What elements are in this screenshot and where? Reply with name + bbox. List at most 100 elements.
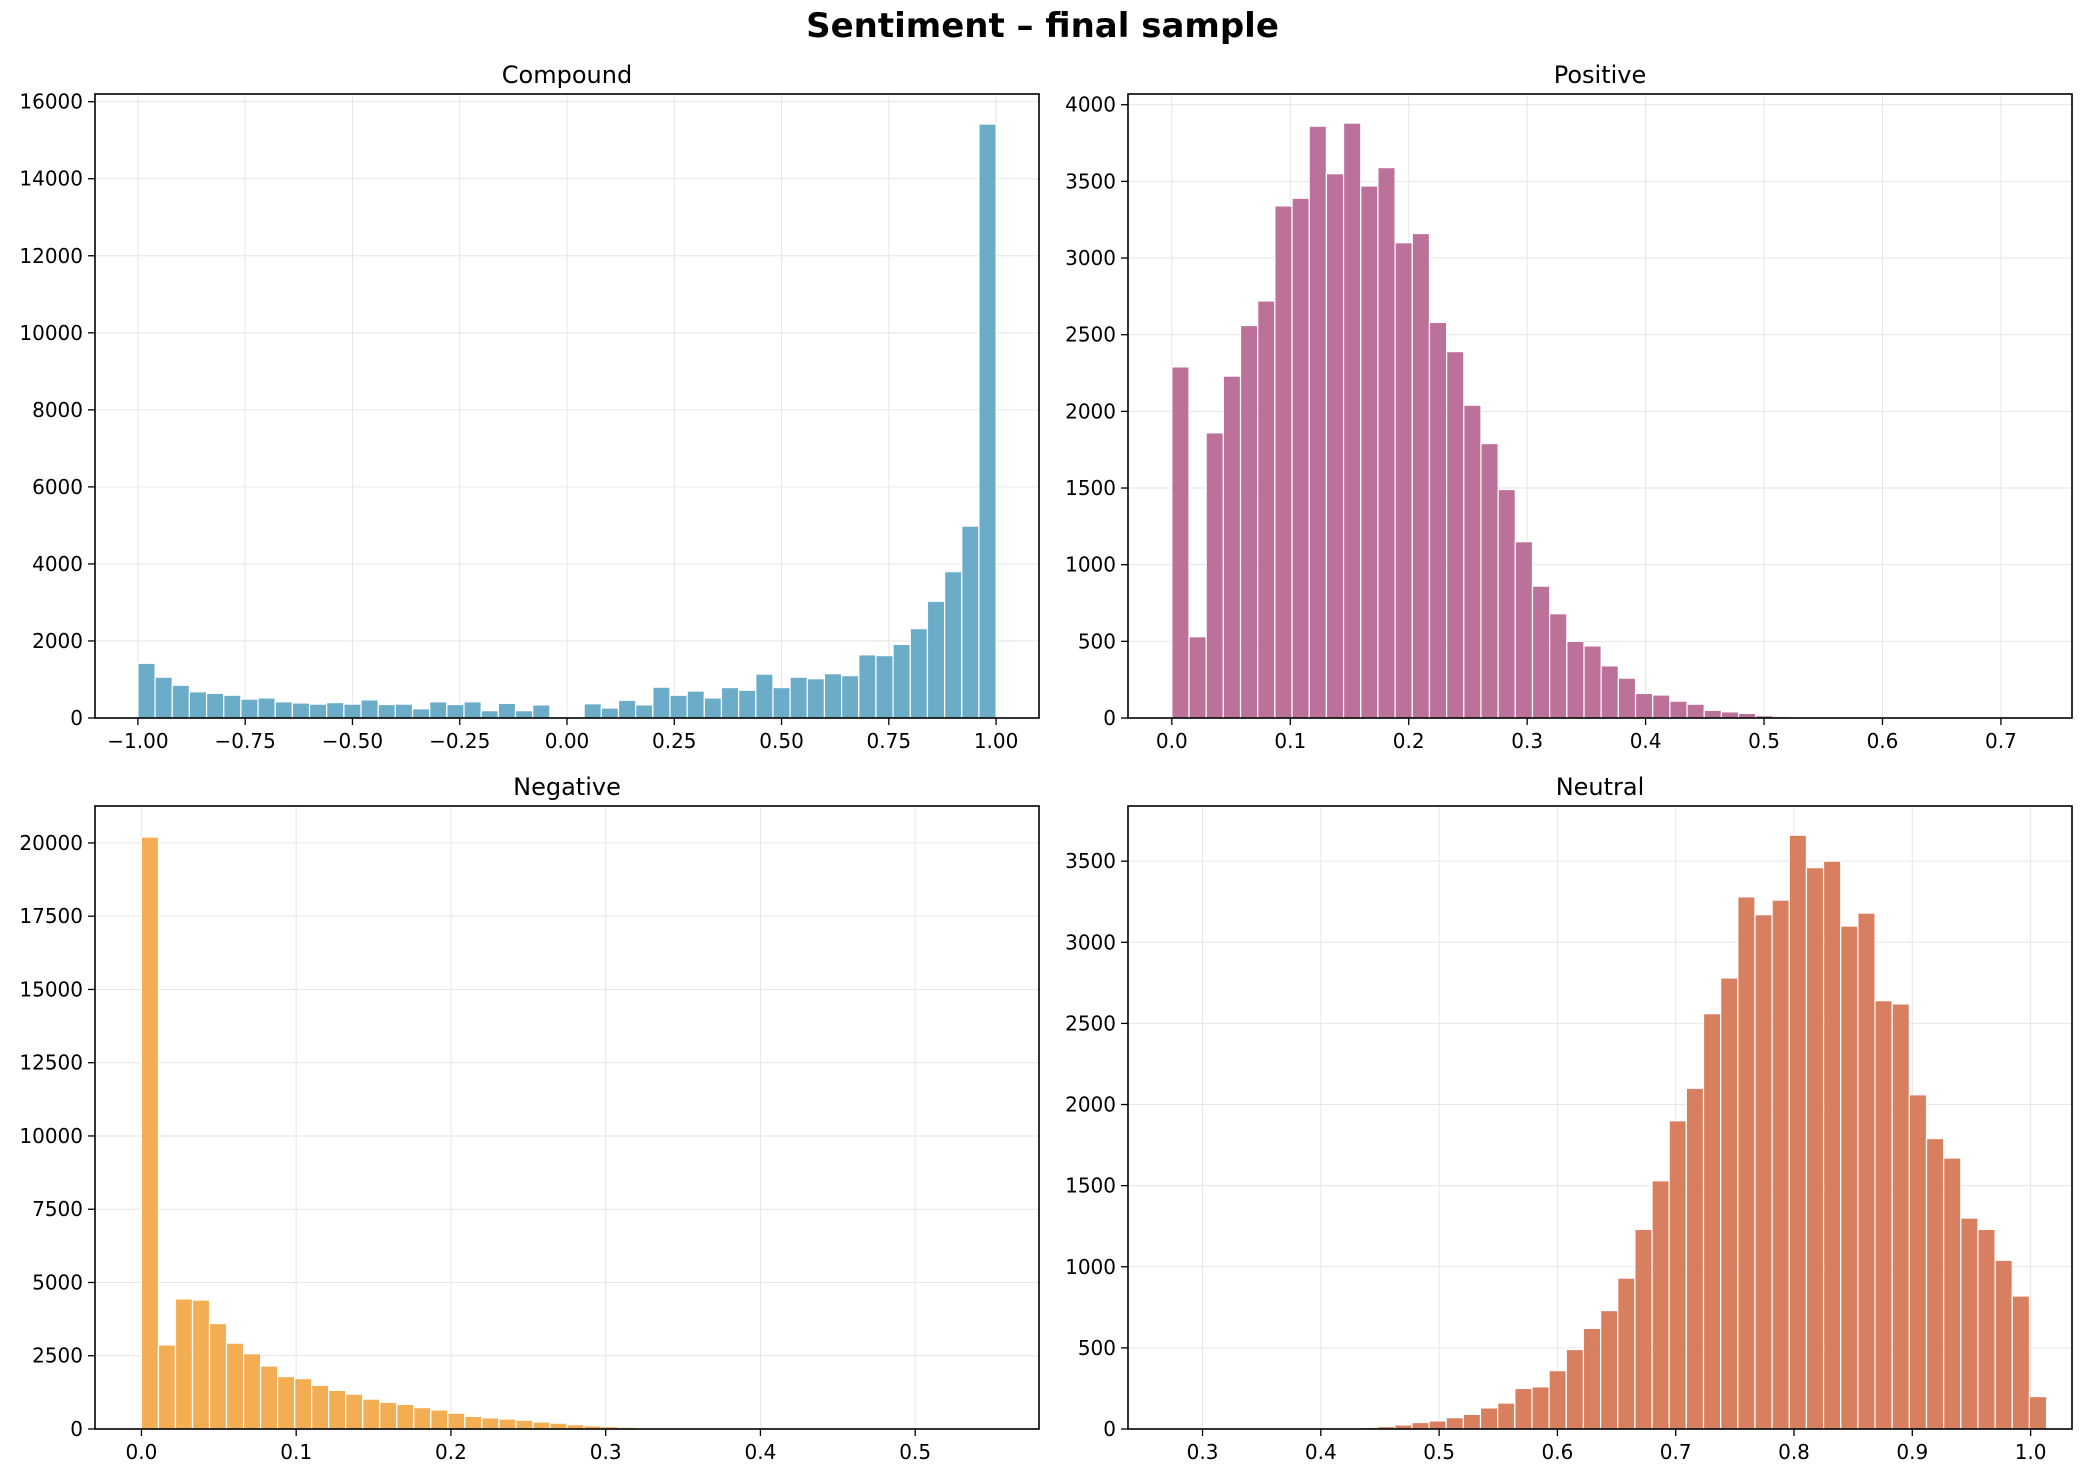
y-tick-label: 17500 bbox=[19, 904, 83, 928]
histogram-bar bbox=[1788, 834, 1808, 1430]
y-tick-label: 6000 bbox=[32, 475, 83, 499]
y-tick-label: 500 bbox=[1078, 1336, 1116, 1360]
histogram-bar bbox=[772, 686, 791, 719]
histogram-bar bbox=[1188, 636, 1207, 719]
y-tick-label: 4000 bbox=[32, 552, 83, 576]
histogram-bar bbox=[171, 684, 190, 719]
histogram-bar bbox=[1754, 914, 1773, 1430]
histogram-bar bbox=[892, 643, 911, 719]
histogram-bar bbox=[1925, 1137, 1945, 1430]
x-tick-label: 0.3 bbox=[1187, 1440, 1219, 1464]
histogram-bar bbox=[738, 689, 757, 719]
histogram-bar bbox=[514, 710, 534, 719]
panel-negative: 0.0 0.1 0.2 0.3 0.4 0.5 0 2500 5000 7500 10000 1250… bbox=[19, 773, 1040, 1464]
histogram-bar bbox=[242, 1353, 262, 1430]
histogram-bar bbox=[377, 703, 396, 719]
histogram-bar bbox=[1617, 677, 1637, 719]
histogram-bar bbox=[463, 701, 482, 719]
figure-title: Sentiment – final sample bbox=[806, 6, 1279, 46]
x-tick-label: 0.1 bbox=[280, 1440, 312, 1464]
histogram-bar bbox=[652, 686, 671, 719]
axes-frame bbox=[1127, 93, 2073, 719]
y-tick-label: 500 bbox=[1078, 629, 1116, 653]
y-tick-label: 3000 bbox=[1065, 246, 1116, 270]
histogram-bar bbox=[257, 697, 276, 719]
histogram-bar bbox=[1308, 125, 1327, 719]
histogram-bar bbox=[1205, 432, 1224, 719]
histogram-bar bbox=[446, 703, 465, 719]
y-tick-label: 1500 bbox=[1065, 476, 1116, 500]
histogram-bar bbox=[1531, 585, 1551, 719]
histogram-bar bbox=[1703, 709, 1723, 719]
y-tick-label: 0 bbox=[70, 1417, 83, 1441]
panel-compound: −1.00 −0.75 −0.50 −0.25 0.00 0.25 0.50 0.75 1.00… bbox=[19, 61, 1040, 753]
x-tick-label: −0.75 bbox=[215, 729, 276, 753]
histogram-bar bbox=[1857, 912, 1876, 1430]
histogram-bar bbox=[413, 1407, 432, 1430]
x-tick-label: 0.25 bbox=[652, 729, 697, 753]
histogram-bar bbox=[1565, 1348, 1585, 1430]
histogram-bar bbox=[1583, 645, 1602, 719]
histogram-bar bbox=[1908, 1094, 1928, 1430]
histogram-bar bbox=[326, 701, 345, 719]
histogram-bar bbox=[1497, 488, 1516, 719]
histogram-bar bbox=[1411, 1421, 1430, 1430]
histogram-bar bbox=[1737, 896, 1756, 1430]
y-tick-label: 3500 bbox=[1065, 169, 1116, 193]
x-tick-label: 0.5 bbox=[899, 1440, 931, 1464]
y-tick-label: 12000 bbox=[19, 244, 83, 268]
x-tick-label: 0.9 bbox=[1896, 1440, 1928, 1464]
x-tick-label: 0.75 bbox=[867, 729, 912, 753]
x-tick-label: −1.00 bbox=[107, 729, 168, 753]
histogram-bar bbox=[328, 1389, 347, 1430]
histogram-bar bbox=[1994, 1259, 2013, 1430]
panel-title: Negative bbox=[513, 773, 621, 801]
histogram-bar bbox=[394, 703, 414, 719]
histogram-bar bbox=[379, 1401, 398, 1430]
x-tick-label: 0.4 bbox=[1630, 729, 1662, 753]
y-tick-label: 12500 bbox=[19, 1051, 83, 1075]
histogram-bar bbox=[1600, 665, 1619, 719]
y-tick-label: 0 bbox=[70, 706, 83, 730]
panel-title: Positive bbox=[1554, 61, 1647, 89]
histogram-bar bbox=[1822, 860, 1842, 1430]
x-tick-label: 0.4 bbox=[745, 1440, 777, 1464]
histogram-bar bbox=[498, 1418, 517, 1430]
histogram-bar bbox=[1805, 867, 1825, 1430]
histogram-bar bbox=[208, 1322, 228, 1430]
y-tick-label: 2000 bbox=[1065, 1093, 1116, 1117]
histogram-bar bbox=[1668, 1120, 1687, 1430]
x-tick-label: 0.4 bbox=[1305, 1440, 1337, 1464]
histogram-bar bbox=[1634, 692, 1654, 719]
histogram-bar bbox=[1599, 1309, 1619, 1430]
histogram-bar bbox=[515, 1419, 534, 1430]
y-tick-label: 7500 bbox=[32, 1197, 83, 1221]
y-tick-label: 2500 bbox=[1065, 323, 1116, 347]
histogram-bar bbox=[1549, 613, 1568, 719]
histogram-bar bbox=[858, 654, 877, 719]
histogram-bar bbox=[669, 694, 688, 719]
histogram-bar bbox=[1977, 1228, 1996, 1430]
x-tick-label: 0.6 bbox=[1542, 1440, 1574, 1464]
histogram-bar bbox=[345, 1393, 364, 1430]
histogram-bar bbox=[600, 707, 620, 719]
x-tick-label: −0.25 bbox=[429, 729, 490, 753]
y-tick-label: 8000 bbox=[32, 398, 83, 422]
histogram-bar bbox=[789, 676, 808, 719]
x-tick-label: 0.2 bbox=[1393, 729, 1425, 753]
histogram-bar bbox=[1497, 1402, 1516, 1430]
y-tick-label: 16000 bbox=[19, 90, 83, 114]
histogram-bar bbox=[841, 675, 860, 719]
y-tick-label: 2500 bbox=[1065, 1011, 1116, 1035]
histogram-bar bbox=[617, 699, 637, 719]
y-tick-label: 14000 bbox=[19, 167, 83, 191]
histogram-bar bbox=[294, 1377, 313, 1430]
histogram-bar bbox=[277, 1375, 296, 1430]
histogram-bar bbox=[1479, 1407, 1499, 1430]
histogram-bar bbox=[140, 836, 160, 1430]
y-tick-label: 1000 bbox=[1065, 1255, 1116, 1279]
y-tick-label: 1000 bbox=[1065, 553, 1116, 577]
histogram-bar bbox=[259, 1365, 279, 1430]
x-tick-label: 0.3 bbox=[1511, 729, 1543, 753]
